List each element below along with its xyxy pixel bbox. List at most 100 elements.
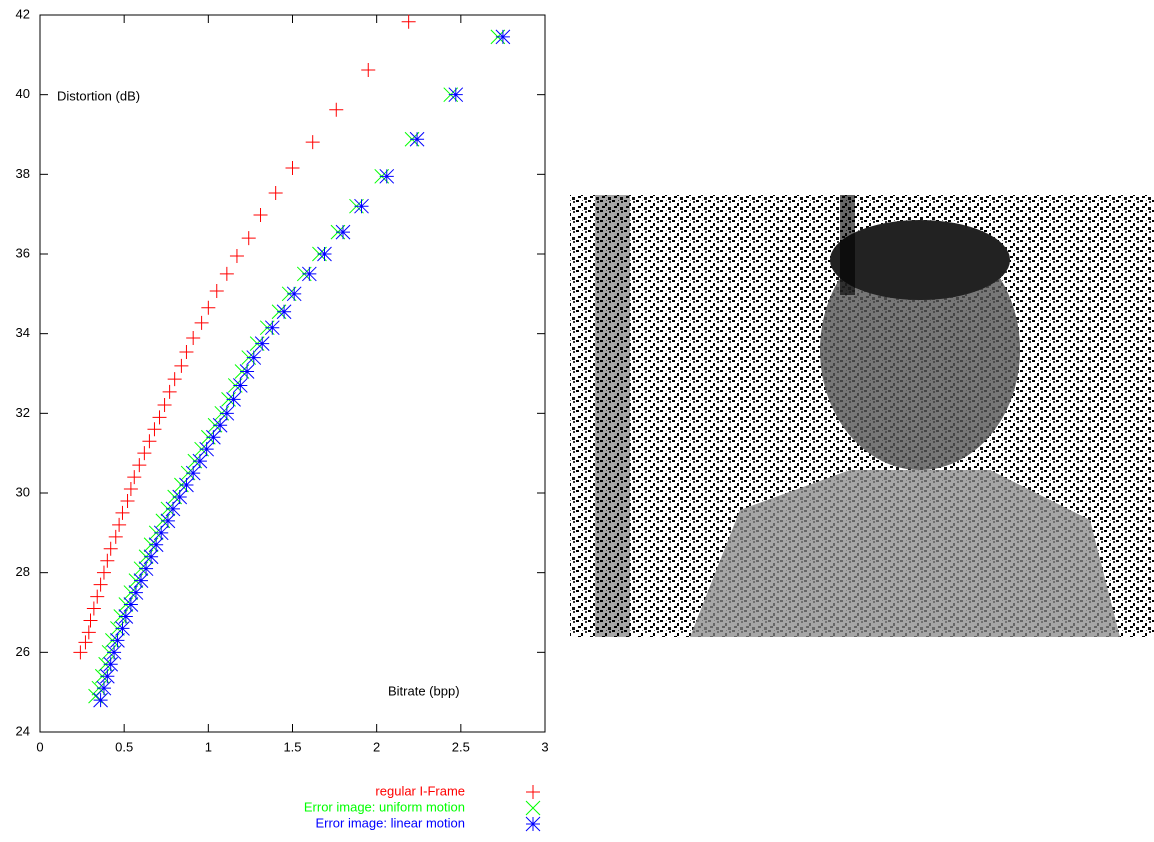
y-tick-label: 36 xyxy=(16,245,30,260)
marker xyxy=(179,477,194,493)
marker xyxy=(162,384,177,399)
y-tick-label: 42 xyxy=(16,6,30,21)
marker xyxy=(239,364,255,379)
marker xyxy=(379,168,395,184)
marker xyxy=(81,625,96,640)
marker xyxy=(103,541,118,556)
y-tick-label: 40 xyxy=(16,86,30,101)
marker xyxy=(157,397,172,412)
marker xyxy=(229,248,244,263)
marker xyxy=(185,465,201,481)
marker xyxy=(201,300,216,315)
marker xyxy=(128,585,144,600)
y-tick-label: 38 xyxy=(16,166,30,181)
marker xyxy=(186,331,201,346)
marker xyxy=(96,565,111,580)
marker xyxy=(99,668,115,684)
marker xyxy=(138,561,154,577)
marker xyxy=(142,434,157,449)
x-tick-label: 2 xyxy=(373,739,380,754)
marker xyxy=(123,482,138,497)
marker xyxy=(167,372,182,387)
x-tick-label: 1.5 xyxy=(283,739,301,754)
marker xyxy=(495,29,511,45)
marker xyxy=(361,62,376,77)
marker xyxy=(219,405,235,421)
marker xyxy=(93,692,108,708)
marker xyxy=(133,573,149,588)
marker xyxy=(83,613,98,628)
y-tick-label: 32 xyxy=(16,405,30,420)
marker xyxy=(165,501,181,517)
error-image xyxy=(570,195,1154,637)
marker xyxy=(268,186,283,201)
marker xyxy=(115,621,130,636)
marker xyxy=(86,601,101,616)
marker xyxy=(172,489,188,505)
marker xyxy=(448,87,464,103)
marker xyxy=(192,453,208,469)
marker xyxy=(317,246,332,262)
x-tick-label: 2.5 xyxy=(452,739,470,754)
marker xyxy=(285,160,300,175)
marker xyxy=(409,131,425,147)
marker xyxy=(127,470,142,485)
x-axis-label: Bitrate (bpp) xyxy=(388,683,460,698)
marker xyxy=(137,446,152,461)
marker xyxy=(335,224,351,240)
marker xyxy=(209,284,224,299)
y-tick-label: 30 xyxy=(16,484,30,499)
marker xyxy=(100,553,115,568)
plot-frame xyxy=(39,14,546,733)
marker xyxy=(206,429,221,445)
marker xyxy=(103,656,119,672)
marker xyxy=(143,549,159,565)
legend-marker xyxy=(525,800,541,816)
marker xyxy=(153,525,169,541)
marker xyxy=(246,350,262,365)
y-tick-label: 24 xyxy=(16,723,30,738)
marker xyxy=(329,102,344,117)
y-tick-label: 34 xyxy=(16,325,30,340)
marker xyxy=(354,198,369,214)
legend-marker xyxy=(526,785,540,799)
marker xyxy=(73,645,88,660)
marker xyxy=(232,378,248,393)
x-tick-label: 3 xyxy=(541,739,548,754)
marker xyxy=(93,577,108,592)
marker xyxy=(401,14,416,29)
marker xyxy=(120,493,135,508)
marker xyxy=(194,315,209,330)
marker xyxy=(78,635,93,650)
x-tick-label: 0.5 xyxy=(115,739,133,754)
marker xyxy=(108,529,123,544)
marker xyxy=(241,231,256,246)
x-tick-label: 1 xyxy=(205,739,212,754)
marker xyxy=(106,644,122,660)
marker xyxy=(212,417,228,433)
marker xyxy=(123,597,139,612)
y-tick-label: 26 xyxy=(16,644,30,659)
marker xyxy=(110,633,125,648)
marker xyxy=(276,304,292,320)
marker xyxy=(254,336,270,351)
marker xyxy=(264,320,280,336)
marker xyxy=(219,266,234,281)
marker xyxy=(286,286,302,302)
legend-label: Error image: linear motion xyxy=(315,815,465,830)
marker xyxy=(90,589,105,604)
marker xyxy=(253,207,268,222)
marker xyxy=(96,680,112,696)
marker xyxy=(115,505,130,520)
marker xyxy=(148,537,164,553)
legend-label: regular I-Frame xyxy=(375,783,465,798)
marker xyxy=(174,358,189,373)
marker xyxy=(147,422,162,437)
y-axis-label: Distortion (dB) xyxy=(57,88,140,103)
legend-marker xyxy=(525,816,541,832)
marker xyxy=(118,609,134,624)
marker xyxy=(160,513,176,529)
y-tick-label: 28 xyxy=(16,564,30,579)
marker xyxy=(226,392,241,407)
